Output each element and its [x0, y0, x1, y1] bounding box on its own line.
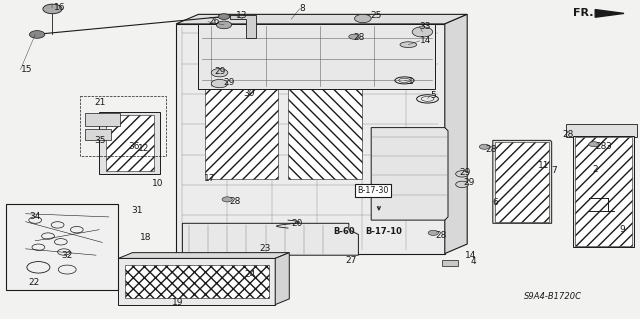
- Text: 23: 23: [259, 244, 271, 253]
- Text: 25: 25: [370, 11, 381, 20]
- Polygon shape: [176, 24, 445, 254]
- Text: 11: 11: [538, 161, 549, 170]
- Text: 14: 14: [420, 36, 431, 45]
- Polygon shape: [573, 136, 634, 247]
- Text: 5: 5: [430, 91, 436, 100]
- Text: 15: 15: [20, 65, 32, 74]
- Circle shape: [355, 14, 371, 23]
- Text: 4: 4: [470, 257, 476, 266]
- Text: 28: 28: [435, 231, 447, 240]
- Circle shape: [43, 4, 62, 14]
- Text: 3: 3: [605, 142, 611, 151]
- Text: 32: 32: [61, 251, 72, 260]
- Polygon shape: [288, 89, 362, 179]
- Polygon shape: [595, 10, 624, 17]
- Circle shape: [479, 144, 490, 149]
- Text: 9: 9: [620, 225, 625, 234]
- Text: 33: 33: [419, 22, 431, 31]
- Bar: [85, 113, 120, 126]
- Polygon shape: [106, 115, 154, 171]
- Text: 26: 26: [208, 17, 220, 26]
- Text: 8: 8: [300, 4, 305, 13]
- Text: 22: 22: [29, 278, 40, 287]
- Text: 16: 16: [54, 4, 66, 12]
- Bar: [442, 260, 458, 266]
- Text: 12: 12: [138, 144, 150, 153]
- Text: 27: 27: [346, 256, 357, 265]
- Polygon shape: [205, 89, 278, 179]
- Text: 28: 28: [485, 145, 497, 154]
- Text: 35: 35: [95, 137, 106, 145]
- Text: 19: 19: [172, 298, 183, 307]
- Text: 29: 29: [460, 168, 471, 177]
- Circle shape: [222, 197, 232, 202]
- Text: 28: 28: [229, 197, 241, 206]
- Polygon shape: [575, 137, 632, 246]
- Text: 30: 30: [243, 89, 255, 98]
- Polygon shape: [493, 140, 552, 223]
- Polygon shape: [118, 253, 289, 258]
- Text: 1: 1: [408, 77, 414, 86]
- Polygon shape: [371, 128, 448, 220]
- Circle shape: [349, 34, 359, 39]
- Polygon shape: [176, 14, 467, 24]
- Circle shape: [428, 230, 438, 235]
- Polygon shape: [445, 14, 467, 254]
- Circle shape: [211, 69, 228, 77]
- Circle shape: [29, 31, 45, 38]
- Polygon shape: [275, 253, 289, 305]
- Polygon shape: [118, 258, 275, 305]
- Polygon shape: [125, 265, 269, 298]
- Text: 36: 36: [128, 142, 140, 151]
- Text: 7: 7: [552, 166, 557, 175]
- Text: 29: 29: [463, 178, 475, 187]
- Text: 18: 18: [140, 233, 151, 242]
- Text: B-17-30: B-17-30: [357, 186, 388, 195]
- Circle shape: [211, 79, 228, 88]
- Text: 2: 2: [592, 165, 598, 174]
- Polygon shape: [99, 112, 160, 174]
- Polygon shape: [6, 204, 118, 290]
- Text: 6: 6: [493, 198, 499, 207]
- Polygon shape: [566, 124, 637, 137]
- Text: 28: 28: [562, 130, 573, 139]
- Text: 29: 29: [214, 67, 226, 76]
- Text: FR.: FR.: [573, 8, 593, 19]
- Bar: [85, 129, 111, 140]
- Text: 28: 28: [595, 142, 607, 151]
- Text: 29: 29: [223, 78, 235, 87]
- Text: 28: 28: [353, 33, 365, 42]
- Text: 20: 20: [291, 219, 303, 228]
- Text: 24: 24: [244, 271, 256, 279]
- Circle shape: [216, 21, 232, 29]
- Circle shape: [218, 14, 230, 19]
- Text: 31: 31: [131, 206, 143, 215]
- Circle shape: [412, 27, 433, 37]
- Text: B-60: B-60: [333, 227, 355, 236]
- Polygon shape: [182, 223, 358, 255]
- Text: 21: 21: [95, 98, 106, 107]
- Text: 34: 34: [29, 212, 40, 221]
- Circle shape: [456, 181, 468, 188]
- Text: 13: 13: [236, 11, 247, 20]
- Text: B-17-10: B-17-10: [365, 227, 402, 236]
- Circle shape: [456, 171, 468, 177]
- Text: 17: 17: [204, 174, 215, 183]
- Polygon shape: [230, 15, 256, 38]
- Text: S9A4-B1720C: S9A4-B1720C: [524, 292, 582, 301]
- Polygon shape: [198, 24, 435, 89]
- Text: 14: 14: [465, 251, 476, 260]
- Ellipse shape: [400, 42, 417, 48]
- Text: 10: 10: [152, 179, 163, 188]
- Circle shape: [589, 142, 599, 147]
- Polygon shape: [495, 142, 549, 222]
